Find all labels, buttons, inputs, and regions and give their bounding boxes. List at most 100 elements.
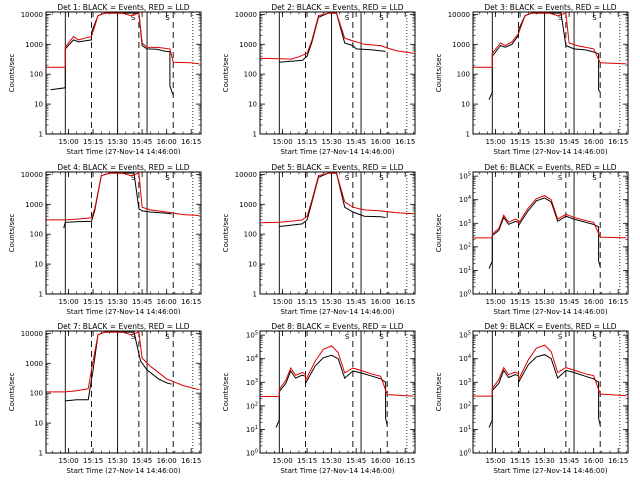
x-tick-label: 15:15 — [83, 138, 103, 146]
saa-marker-label: S — [165, 14, 170, 22]
y-tick-label: 100 — [244, 71, 257, 79]
y-tick-label: 1 — [39, 131, 43, 139]
y-tick-label: 104 — [246, 354, 258, 363]
x-tick-label: 15:45 — [346, 298, 366, 306]
y-tick-label: 10 — [34, 261, 43, 269]
x-tick-label: 16:15 — [181, 138, 201, 146]
panel-det-2: Det 2: BLACK = Events, RED = LLD Counts/s… — [222, 3, 416, 156]
y-tick-label: 1000 — [25, 201, 43, 209]
series-events-line — [279, 12, 386, 63]
x-tick-label: 16:00 — [157, 138, 177, 146]
x-tick-label: 15:30 — [322, 138, 342, 146]
y-axis-label: Counts/sec — [435, 54, 443, 93]
y-tick-label: 10000 — [235, 11, 257, 19]
y-tick-label: 103 — [246, 378, 258, 387]
y-tick-label: 100 — [246, 449, 258, 458]
x-axis-label: Start Time (27-Nov-14 14:46:00) — [280, 148, 394, 156]
x-axis-label: Start Time (27-Nov-14 14:46:00) — [66, 467, 180, 475]
y-tick-label: 1000 — [452, 41, 470, 49]
series-lld-line — [473, 344, 627, 397]
x-tick-label: 15:45 — [559, 138, 579, 146]
y-tick-label: 105 — [246, 331, 258, 340]
x-tick-label: 15:00 — [272, 138, 292, 146]
y-axis-label: Counts/sec — [222, 214, 230, 253]
y-tick-label: 1 — [253, 291, 257, 299]
x-tick-label: 15:00 — [58, 138, 78, 146]
x-tick-label: 16:15 — [395, 138, 415, 146]
saa-marker-label: S — [131, 14, 136, 22]
plot-frame — [45, 330, 202, 454]
saa-marker-label: S — [558, 14, 563, 22]
x-tick-label: 15:15 — [297, 457, 317, 465]
saa-marker-label: S — [379, 174, 384, 182]
series-events-line — [50, 12, 174, 96]
y-tick-label: 103 — [459, 219, 471, 228]
plot-frame — [472, 330, 629, 454]
y-tick-label: 100 — [459, 449, 471, 458]
x-axis-label: Start Time (27-Nov-14 14:46:00) — [493, 308, 607, 316]
y-tick-label: 1000 — [239, 41, 257, 49]
y-axis-label: Counts/sec — [222, 54, 230, 93]
series-lld-line — [260, 345, 414, 397]
y-tick-label: 100 — [30, 71, 43, 79]
y-axis-label: Counts/sec — [8, 54, 16, 93]
series-events-line — [488, 354, 601, 428]
y-tick-label: 102 — [459, 242, 471, 251]
x-tick-label: 16:15 — [181, 457, 201, 465]
panel-title: Det 9: BLACK = Events, RED = LLD — [484, 322, 616, 331]
x-tick-label: 16:00 — [584, 298, 604, 306]
panel-det-7: Det 7: BLACK = Events, RED = LLD Counts/s… — [8, 322, 202, 475]
x-tick-label: 15:30 — [108, 457, 128, 465]
x-axis-label: Start Time (27-Nov-14 14:46:00) — [280, 308, 394, 316]
x-tick-label: 16:00 — [157, 298, 177, 306]
saa-marker-label: S — [345, 174, 350, 182]
saa-marker-label: S — [379, 14, 384, 22]
plot-frame — [472, 11, 629, 135]
x-tick-label: 15:15 — [83, 298, 103, 306]
y-tick-label: 1 — [39, 450, 43, 458]
panel-det-4: Det 4: BLACK = Events, RED = LLD Counts/s… — [8, 163, 202, 316]
x-tick-label: 15:45 — [346, 457, 366, 465]
saa-marker-label: S — [165, 174, 170, 182]
y-tick-label: 1000 — [25, 41, 43, 49]
y-tick-label: 10000 — [21, 11, 43, 19]
saa-marker-label: S — [131, 174, 136, 182]
plot-frame — [472, 171, 629, 295]
saa-marker-label: S — [558, 174, 563, 182]
plot-frame — [259, 11, 416, 135]
panel-det-3: Det 3: BLACK = Events, RED = LLD Counts/s… — [435, 3, 629, 156]
x-tick-label: 15:00 — [485, 457, 505, 465]
series-lld-line — [260, 12, 414, 60]
x-axis-label: Start Time (27-Nov-14 14:46:00) — [66, 308, 180, 316]
saa-marker-label: S — [345, 14, 350, 22]
series-events-line — [275, 354, 388, 428]
y-axis-label: Counts/sec — [435, 214, 443, 253]
y-tick-label: 101 — [246, 425, 258, 434]
x-axis-label: Start Time (27-Nov-14 14:46:00) — [493, 467, 607, 475]
y-tick-label: 101 — [459, 425, 471, 434]
x-tick-label: 16:00 — [371, 457, 391, 465]
x-tick-label: 15:30 — [322, 298, 342, 306]
x-tick-label: 15:15 — [510, 138, 530, 146]
y-tick-label: 100 — [457, 71, 470, 79]
y-tick-label: 10000 — [21, 330, 43, 338]
y-tick-label: 10 — [461, 101, 470, 109]
series-lld-line — [473, 195, 627, 239]
series-lld-line — [46, 331, 200, 393]
saa-marker-label: S — [131, 333, 136, 341]
y-tick-label: 104 — [459, 195, 471, 204]
saa-marker-label: S — [592, 333, 597, 341]
x-tick-label: 16:15 — [608, 457, 628, 465]
plot-frame — [259, 330, 416, 454]
panel-det-5: Det 5: BLACK = Events, RED = LLD Counts/s… — [222, 163, 416, 316]
y-tick-label: 10 — [34, 420, 43, 428]
y-tick-label: 1 — [466, 131, 470, 139]
panel-title: Det 5: BLACK = Events, RED = LLD — [271, 163, 403, 172]
x-axis-label: Start Time (27-Nov-14 14:46:00) — [66, 148, 180, 156]
plot-frame — [45, 11, 202, 135]
panel-title: Det 3: BLACK = Events, RED = LLD — [484, 3, 616, 12]
y-tick-label: 104 — [459, 354, 471, 363]
y-tick-label: 1 — [253, 131, 257, 139]
y-tick-label: 10000 — [448, 11, 470, 19]
x-tick-label: 16:00 — [371, 138, 391, 146]
